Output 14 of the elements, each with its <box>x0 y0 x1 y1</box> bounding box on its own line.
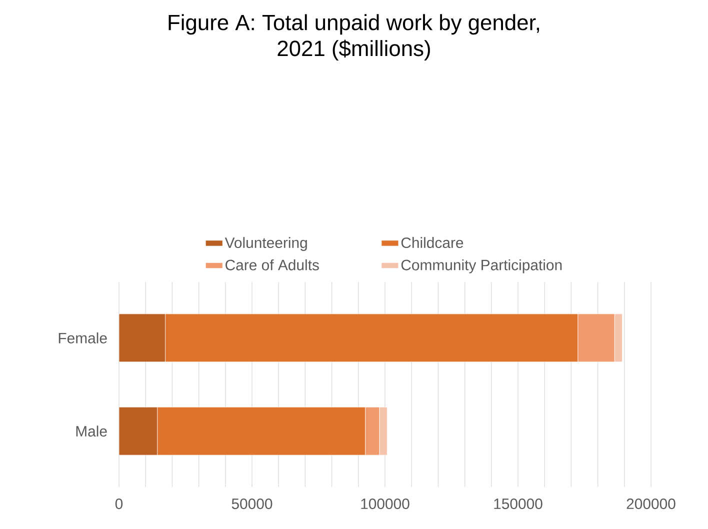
legend-label: Community Participation <box>401 259 562 274</box>
bar <box>119 314 166 362</box>
x-tick-label: 50000 <box>232 498 272 510</box>
x-tick-label: 100000 <box>361 498 410 510</box>
legend-label: Volunteering <box>224 237 307 251</box>
bar <box>119 406 158 456</box>
legend-label: Childcare <box>401 237 464 248</box>
y-tick-label: Male <box>76 426 107 437</box>
x-tick-label: 200000 <box>626 498 676 510</box>
chart-title: Figure A: Total unpaid work by gender, 2021 ($millions) <box>168 14 539 61</box>
y-tick-label: Female <box>58 332 107 344</box>
legend-label: Care of Adults <box>226 259 319 270</box>
x-tick-label: 0 <box>115 498 123 510</box>
x-tick-label: 150000 <box>494 498 542 510</box>
